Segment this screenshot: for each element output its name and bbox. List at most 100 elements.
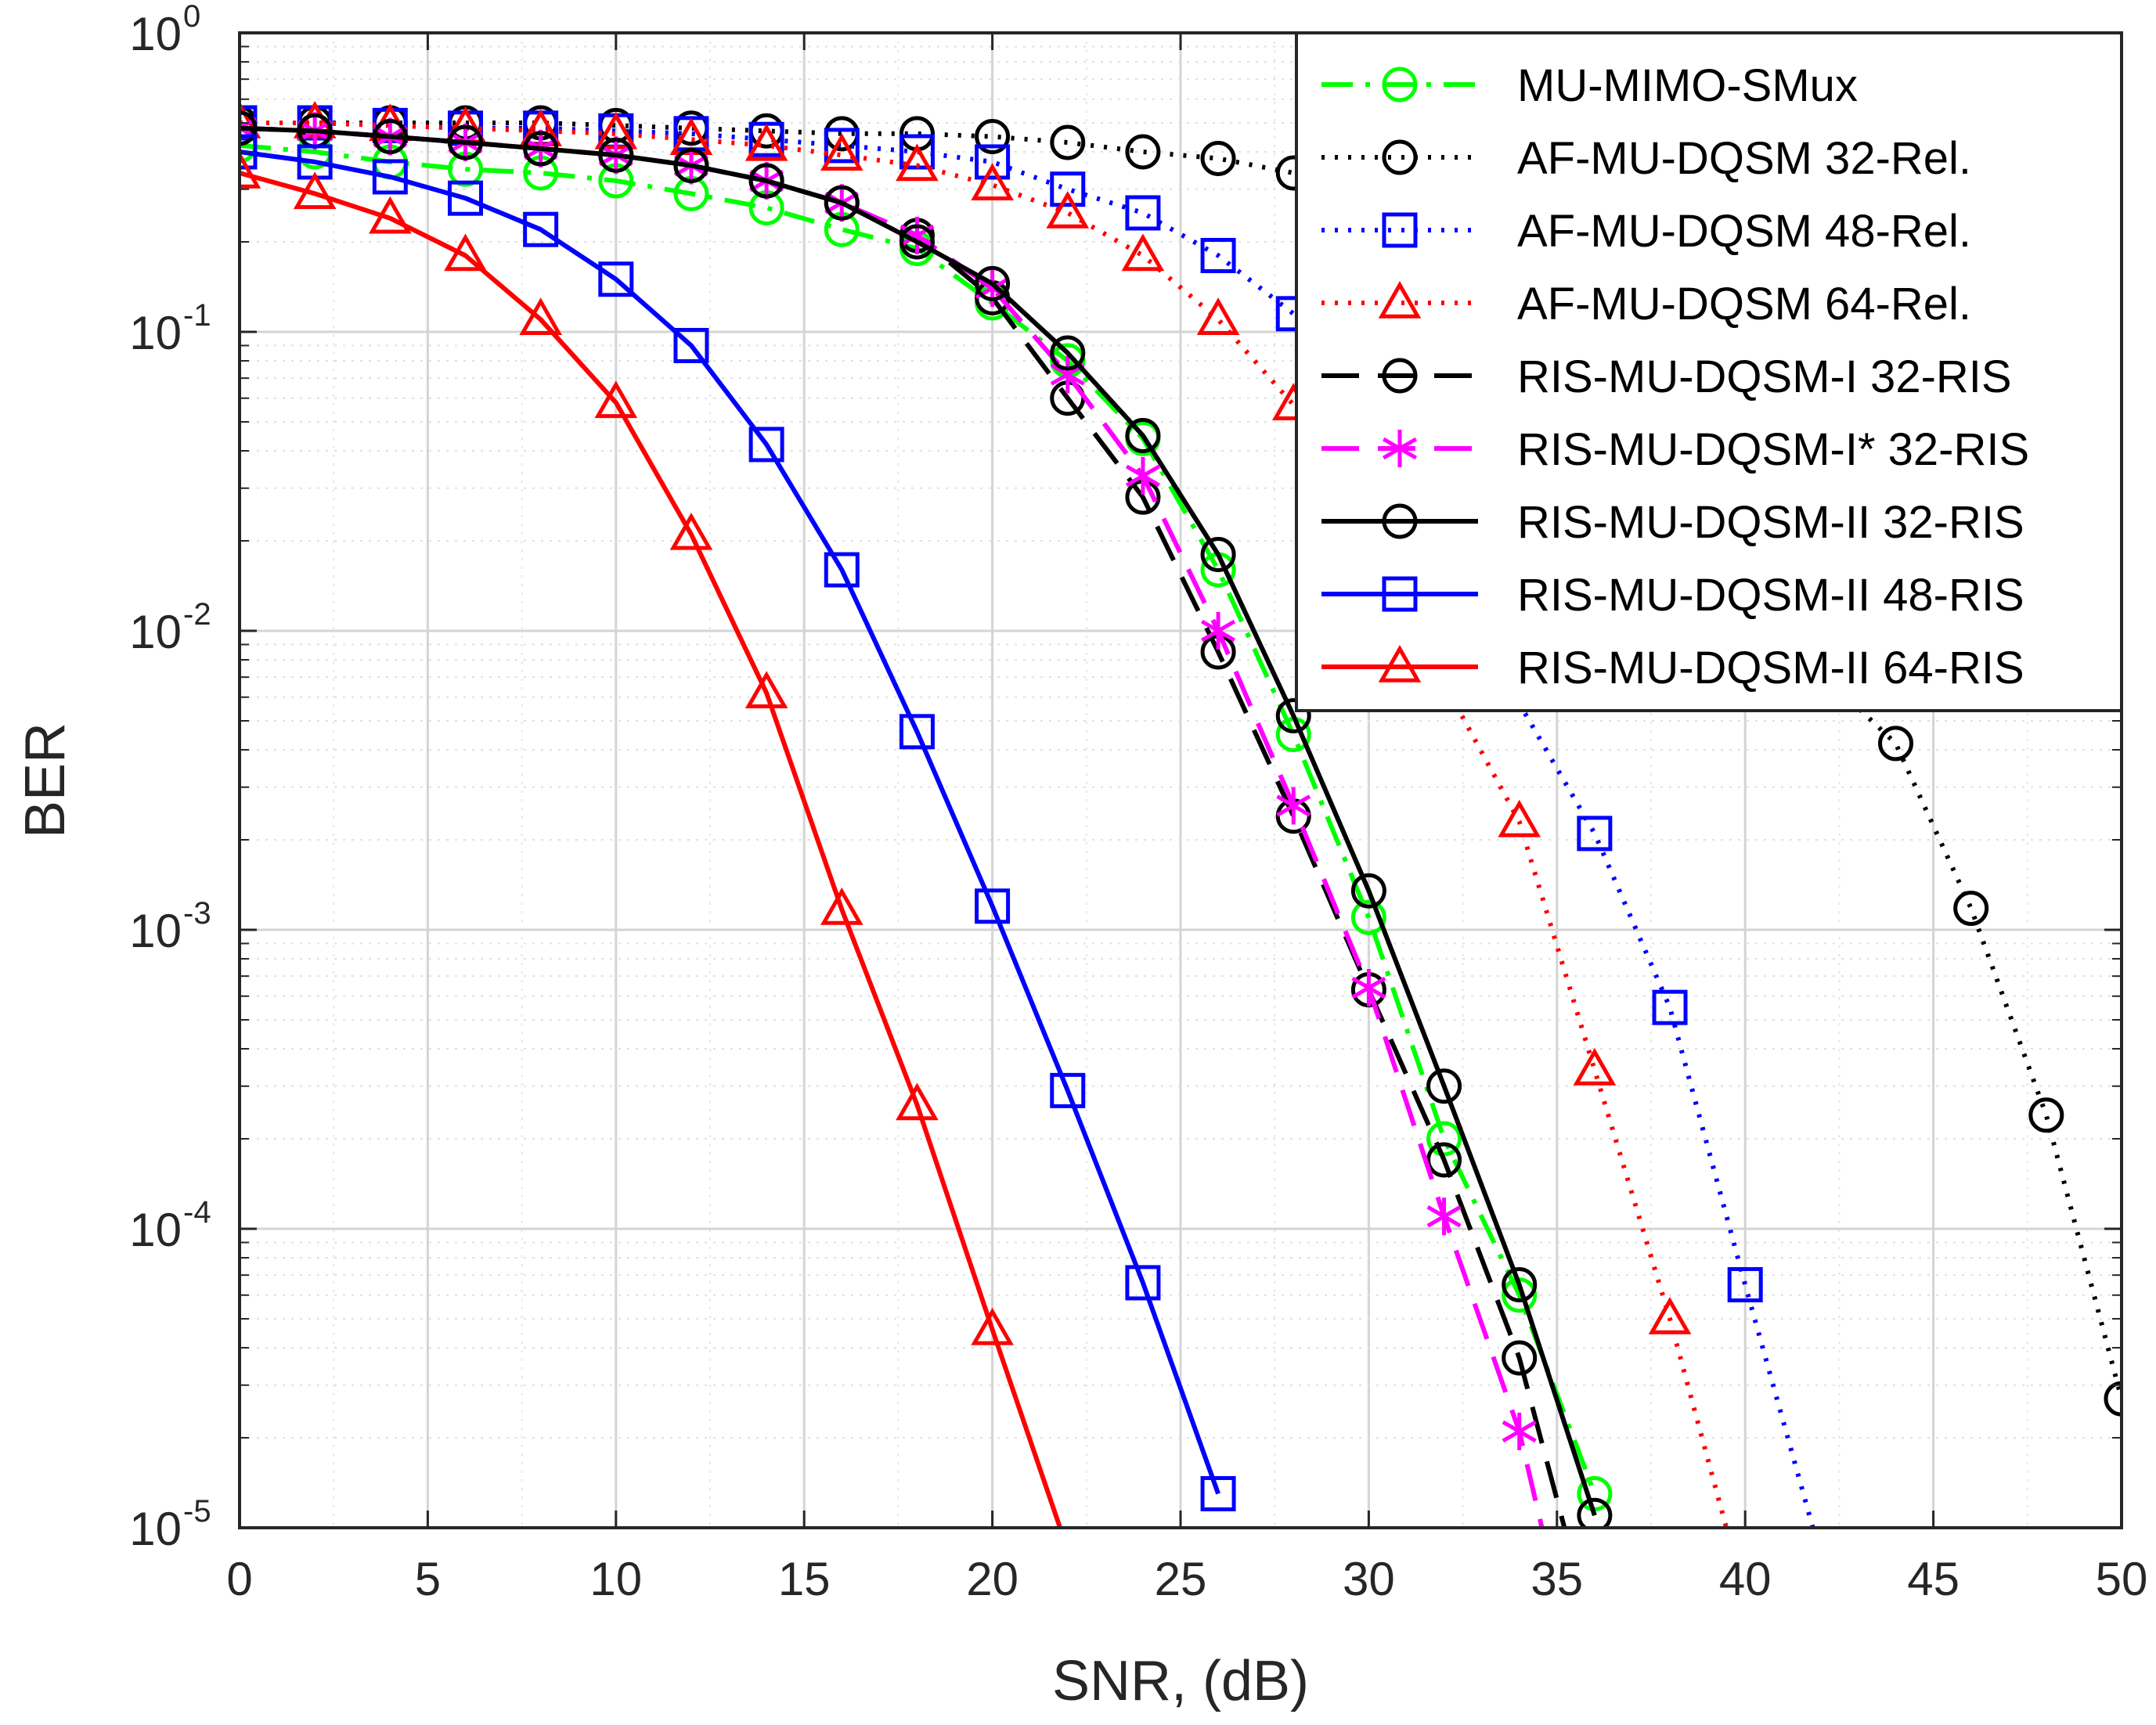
data-point [240,134,258,170]
legend-marker [1382,430,1418,467]
legend-marker [1382,576,1418,612]
data-point [1125,456,1160,495]
x-tick-label: 30 [1343,1553,1395,1605]
legend-label: RIS-MU-DQSM-I* 32-RIS [1517,424,2029,475]
data-point [2028,1097,2064,1133]
data-point [1652,989,1688,1025]
data-point [1125,134,1161,170]
legend-label: RIS-MU-DQSM-II 48-RIS [1517,570,2024,621]
data-point [2104,1381,2122,1417]
legend-item: RIS-MU-DQSM-II 64-RIS [1321,643,2024,693]
legend-label: RIS-MU-DQSM-II 64-RIS [1517,643,2024,693]
legend-label: AF-MU-DQSM 64-Rel. [1517,279,1971,330]
data-point [975,118,1011,154]
data-point [820,133,863,171]
x-tick-label: 5 [415,1553,441,1605]
data-point [447,180,483,216]
data-point [369,196,412,234]
data-point [1125,195,1161,231]
data-point [673,327,709,363]
legend-marker [1382,358,1418,394]
data-point [1426,1197,1462,1236]
data-point [745,123,788,161]
data-point [975,265,1011,301]
data-point [1200,141,1236,177]
data-point [1046,190,1090,229]
legend-marker [1382,212,1418,248]
data-point [820,887,863,925]
data-point [1351,969,1386,1007]
data-point [1426,1142,1462,1178]
data-point [1648,1296,1692,1334]
x-tick-label: 35 [1530,1553,1583,1605]
y-tick-label: 10 [129,1204,182,1256]
y-tick-label: 10 [129,1503,182,1555]
legend-marker [1382,67,1418,103]
y-tick-exponent: -5 [183,1494,211,1529]
data-point [896,143,939,182]
legend-marker [1378,280,1422,319]
data-point [523,131,559,167]
legend-marker [1378,644,1422,682]
data-point [293,171,337,210]
data-point [1275,697,1311,733]
data-point [1350,899,1386,935]
data-point [745,671,788,709]
y-tick-label: 10 [129,8,182,60]
data-point [1050,171,1086,207]
data-point [748,163,784,199]
data-point [519,297,562,335]
data-point [240,110,258,146]
data-point [673,147,709,183]
legend-item: RIS-MU-DQSM-I 32-RIS [1321,351,2012,402]
legend-box [1295,31,2123,712]
asterisk-stroke [1201,619,1236,643]
legend-label: AF-MU-DQSM 48-Rel. [1517,206,1971,257]
asterisk-stroke [1050,363,1085,386]
data-point [971,163,1014,201]
legend: MU-MIMO-SMux AF-MU-DQSM 32-Rel. AF-MU-DQSM… [1295,31,2123,712]
data-point [372,159,408,195]
data-point [1426,1068,1462,1104]
data-point [1276,787,1311,825]
x-axis-label: SNR, (dB) [1052,1650,1309,1712]
data-point [896,1082,939,1121]
legend-item: MU-MIMO-SMux [1321,60,1858,111]
legend-label: RIS-MU-DQSM-II 32-RIS [1517,497,2024,548]
data-point [1498,799,1541,837]
legend-item: AF-MU-DQSM 48-Rel. [1321,206,1971,257]
y-tick-label: 10 [129,307,182,359]
data-point [1502,1412,1537,1450]
data-point [1953,891,1989,927]
asterisk-stroke [1426,1205,1462,1228]
series-line [240,121,1729,1528]
legend-item: AF-MU-DQSM 64-Rel. [1321,279,1971,330]
data-point [1196,297,1240,335]
data-point [447,124,483,160]
y-tick-label: 10 [129,606,182,658]
legend-label: RIS-MU-DQSM-I 32-RIS [1517,351,2012,402]
data-point [1502,1266,1538,1302]
data-point [975,888,1011,924]
data-point [1201,612,1236,650]
series-line [240,149,1220,1495]
x-axis-ticks: 0 5 10 15 20 25 30 35 40 45 50 [226,33,2147,1605]
x-tick-label: 45 [1907,1553,1960,1605]
asterisk-stroke [240,117,258,131]
series-line [240,171,1062,1528]
y-tick-exponent: -3 [183,896,211,931]
asterisk-stroke [1351,976,1386,999]
data-point [1121,233,1165,272]
y-tick-exponent: -4 [183,1195,211,1230]
y-axis-label: BER [14,722,77,838]
data-point [824,552,860,588]
data-point [1050,1072,1086,1108]
data-point [372,118,408,154]
y-tick-exponent: -1 [183,298,211,333]
data-point [1200,536,1236,572]
legend-marker [1382,139,1418,175]
data-point [824,185,860,221]
data-point [1050,124,1086,160]
x-tick-label: 50 [2096,1553,2148,1605]
legend-label: MU-MIMO-SMux [1517,60,1858,111]
